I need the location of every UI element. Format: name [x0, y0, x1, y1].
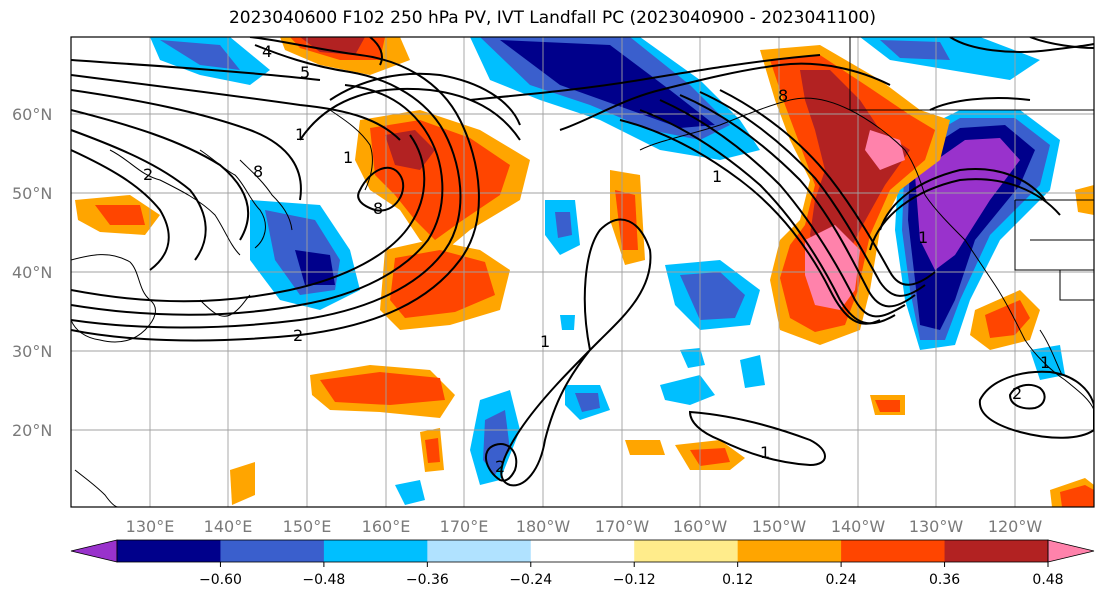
lon-label: 140°W: [831, 517, 886, 536]
map-title: 2023040600 F102 250 hPa PV, IVT Landfall…: [228, 8, 876, 28]
lon-label: 180°W: [516, 517, 571, 536]
lat-label: 20°N: [12, 421, 52, 440]
colorbar-tick-label: −0.24: [509, 572, 552, 588]
longitude-labels: 130°E 140°E 150°E 160°E 170°E 180°W 170°…: [126, 517, 1043, 536]
map-panel: 4 5 1 2 8 8 1 8 1 2 1 2 1 2 1 1: [71, 37, 1094, 507]
lat-label: 30°N: [12, 342, 52, 361]
map-frame: [70, 36, 1095, 508]
colorbar-tick-label: 0.24: [826, 572, 857, 588]
colorbar-segment: [634, 540, 739, 562]
lon-label: 170°W: [595, 517, 650, 536]
contour-label: 1: [540, 332, 550, 351]
colorbar-segment: [427, 540, 532, 562]
colorbar-tick-label: −0.12: [613, 572, 656, 588]
contour-label: 2: [1012, 384, 1022, 403]
colorbar-tick-label: −0.48: [302, 572, 345, 588]
colorbar-segment: [944, 540, 1049, 562]
lon-label: 140°E: [204, 517, 253, 536]
lon-label: 160°E: [362, 517, 411, 536]
colorbar-ticks: −0.60 −0.48 −0.36 −0.24 −0.12 0.12 0.24 0.36 0.4…: [199, 562, 1064, 588]
lon-label: 170°E: [440, 517, 489, 536]
lat-label: 50°N: [12, 184, 52, 203]
colorbar-segment: [737, 540, 842, 562]
lon-label: 160°W: [673, 517, 728, 536]
colorbar-frame: [116, 539, 1049, 563]
lat-label: 40°N: [12, 263, 52, 282]
colorbar-tick-label: 0.12: [722, 572, 753, 588]
latitude-labels: 60°N 50°N 40°N 30°N 20°N: [12, 105, 52, 440]
colorbar-segment: [323, 540, 428, 562]
colorbar-extend-low: [70, 539, 118, 563]
colorbar-segment: [117, 540, 221, 562]
contour-labels: 4 5 1 2 8 8 1 8 1 2 1 2 1 2 1 1: [143, 42, 1050, 476]
colorbar-tick-label: 0.36: [929, 572, 960, 588]
colorbar-segment: [841, 540, 946, 562]
lon-label: 150°W: [752, 517, 807, 536]
colorbar-tick-label: 0.48: [1032, 572, 1063, 588]
contour-label: 4: [262, 42, 272, 61]
lon-label: 120°W: [988, 517, 1043, 536]
colorbar-segment: [530, 540, 635, 562]
contour-label: 1: [760, 443, 770, 462]
colorbar-tick-label: −0.60: [199, 572, 242, 588]
contour-label: 8: [253, 162, 263, 181]
contour-label: 1: [712, 167, 722, 186]
colorbar: [70, 539, 1095, 563]
colorbar-segment: [220, 540, 325, 562]
lat-label: 60°N: [12, 105, 52, 124]
contour-label: 2: [495, 457, 505, 476]
contour-label: 8: [778, 86, 788, 105]
contour-label: 1: [918, 228, 928, 247]
contour-label: 2: [143, 165, 153, 184]
contour-label: 1: [1040, 353, 1050, 372]
contour-label: 8: [373, 199, 383, 218]
colorbar-extend-high: [1047, 539, 1095, 563]
contour-label: 1: [343, 148, 353, 167]
contour-label: 2: [293, 326, 303, 345]
lon-label: 130°E: [126, 517, 175, 536]
contour-label: 1: [295, 125, 305, 144]
lon-label: 150°E: [283, 517, 332, 536]
pv-contours: [71, 37, 1094, 487]
colorbar-tick-label: −0.36: [406, 572, 449, 588]
contour-label: 5: [300, 63, 310, 82]
lon-label: 130°W: [909, 517, 964, 536]
